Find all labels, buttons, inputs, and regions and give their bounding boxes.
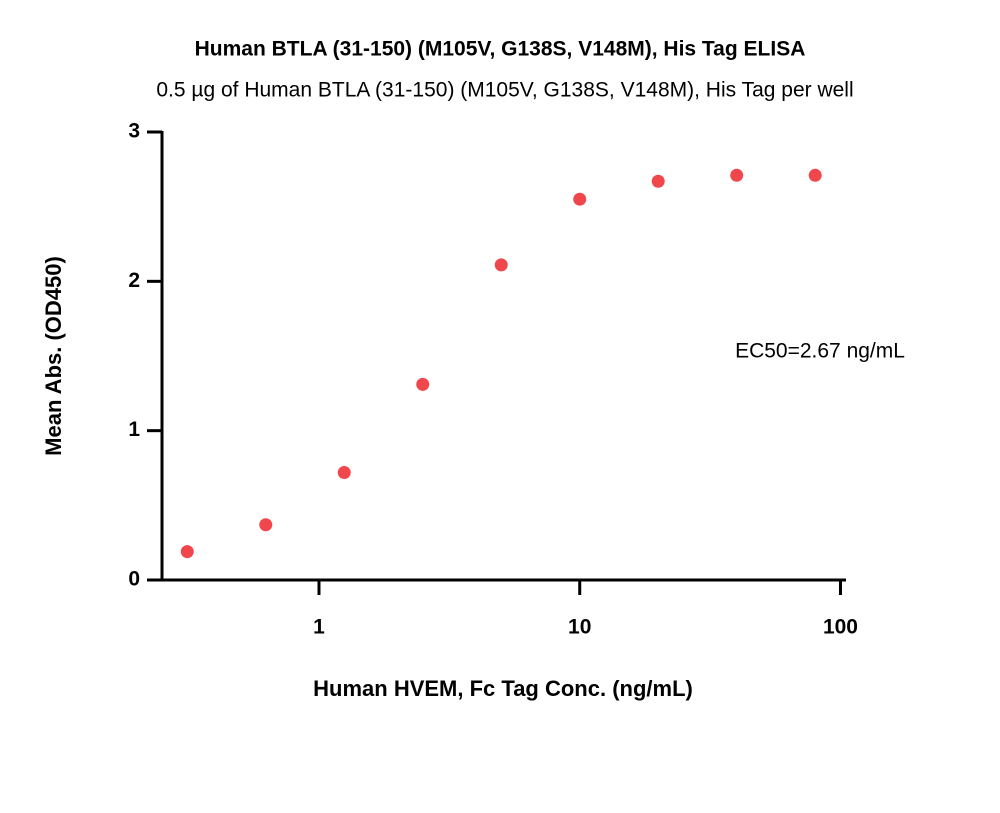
x-tick-label: 100 [823,616,858,639]
y-tick-label: 3 [128,120,140,143]
annotation: EC50=2.67 ng/mL [735,340,905,363]
y-tick-label: 0 [128,568,140,591]
data-point [180,545,194,559]
data-point [573,192,587,206]
chart-subtitle: 0.5 µg of Human BTLA (31-150) (M105V, G1… [156,79,853,102]
data-point [730,168,744,182]
y-axis-label: Mean Abs. (OD450) [41,256,66,456]
data-point [416,377,430,391]
y-tick-label: 1 [128,418,140,441]
x-axis-label: Human HVEM, Fc Tag Conc. (ng/mL) [313,676,693,701]
y-tick-label: 2 [128,269,140,292]
data-point [494,258,508,272]
data-point [651,174,665,188]
data-point [808,168,822,182]
chart-title: Human BTLA (31-150) (M105V, G138S, V148M… [195,38,806,61]
data-point [259,518,273,532]
data-point [337,465,351,479]
x-tick-label: 1 [313,616,325,639]
x-tick-label: 10 [568,616,591,639]
